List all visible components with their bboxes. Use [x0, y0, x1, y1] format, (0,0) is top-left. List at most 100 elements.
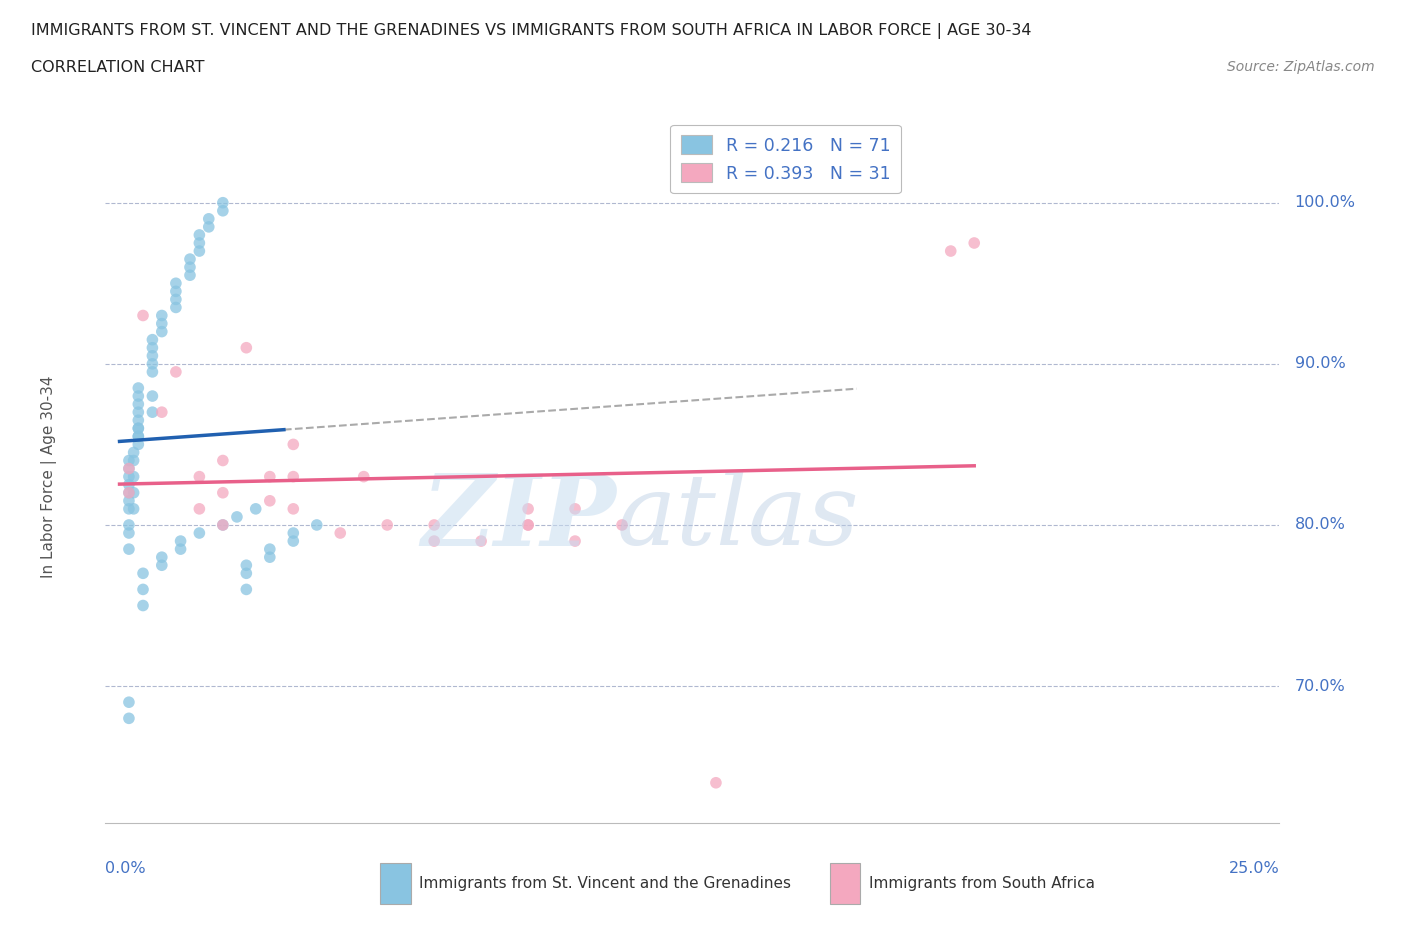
Point — [704, 776, 727, 790]
Point — [517, 517, 540, 532]
Point — [150, 405, 173, 419]
Point — [127, 405, 149, 419]
Point — [211, 517, 233, 532]
Text: 80.0%: 80.0% — [1295, 517, 1346, 533]
Text: 90.0%: 90.0% — [1295, 356, 1346, 371]
Point — [963, 235, 986, 250]
Point — [118, 517, 141, 532]
Point — [423, 517, 446, 532]
Point — [118, 485, 141, 500]
Point — [188, 228, 211, 243]
Point — [179, 259, 201, 274]
Point — [118, 711, 141, 725]
Point — [564, 534, 586, 549]
Point — [127, 421, 149, 436]
Point — [235, 558, 257, 573]
Text: IMMIGRANTS FROM ST. VINCENT AND THE GRENADINES VS IMMIGRANTS FROM SOUTH AFRICA I: IMMIGRANTS FROM ST. VINCENT AND THE GREN… — [31, 23, 1032, 39]
Point — [141, 389, 163, 404]
Text: 0.0%: 0.0% — [105, 861, 146, 876]
FancyBboxPatch shape — [380, 863, 411, 904]
Point — [245, 501, 267, 516]
Point — [179, 268, 201, 283]
Point — [118, 461, 141, 476]
Point — [610, 517, 633, 532]
Point — [150, 308, 173, 323]
Point — [375, 517, 398, 532]
Point — [283, 525, 305, 540]
Point — [118, 470, 141, 485]
Point — [235, 340, 257, 355]
Point — [118, 461, 141, 476]
Text: Source: ZipAtlas.com: Source: ZipAtlas.com — [1227, 60, 1375, 74]
Point — [259, 470, 281, 485]
Point — [141, 356, 163, 371]
Point — [169, 534, 191, 549]
Point — [127, 429, 149, 444]
Legend: R = 0.216   N = 71, R = 0.393   N = 31: R = 0.216 N = 71, R = 0.393 N = 31 — [671, 125, 901, 193]
Point — [283, 534, 305, 549]
Point — [127, 380, 149, 395]
Text: CORRELATION CHART: CORRELATION CHART — [31, 60, 204, 75]
Point — [118, 453, 141, 468]
Point — [259, 493, 281, 508]
Point — [564, 501, 586, 516]
Point — [235, 582, 257, 597]
Point — [118, 485, 141, 500]
Point — [122, 485, 145, 500]
Point — [353, 470, 375, 485]
Point — [127, 437, 149, 452]
Point — [188, 525, 211, 540]
Point — [423, 534, 446, 549]
FancyBboxPatch shape — [830, 863, 860, 904]
Point — [122, 470, 145, 485]
Point — [211, 204, 233, 219]
Point — [127, 389, 149, 404]
Point — [165, 292, 187, 307]
Point — [211, 453, 233, 468]
Point — [188, 470, 211, 485]
Point — [141, 349, 163, 364]
Point — [150, 550, 173, 565]
Point — [127, 429, 149, 444]
Point — [939, 244, 962, 259]
Text: In Labor Force | Age 30-34: In Labor Force | Age 30-34 — [41, 376, 58, 578]
Point — [517, 517, 540, 532]
Point — [470, 534, 492, 549]
Text: atlas: atlas — [616, 471, 859, 565]
Text: 100.0%: 100.0% — [1295, 195, 1355, 210]
Point — [211, 195, 233, 210]
Point — [188, 244, 211, 259]
Point — [211, 517, 233, 532]
Point — [132, 598, 155, 613]
Point — [259, 541, 281, 556]
Point — [118, 501, 141, 516]
Point — [517, 501, 540, 516]
Point — [118, 525, 141, 540]
Point — [169, 541, 191, 556]
Point — [132, 565, 155, 580]
Point — [165, 300, 187, 315]
Point — [150, 325, 173, 339]
Point — [132, 582, 155, 597]
Point — [197, 211, 219, 226]
Point — [122, 445, 145, 460]
Point — [235, 565, 257, 580]
Point — [283, 470, 305, 485]
Point — [211, 485, 233, 500]
Point — [127, 421, 149, 436]
Text: ZIP: ZIP — [422, 470, 616, 566]
Point — [118, 493, 141, 508]
Point — [329, 525, 352, 540]
Point — [226, 510, 249, 525]
Point — [150, 558, 173, 573]
Point — [179, 252, 201, 267]
Point — [283, 437, 305, 452]
Point — [188, 501, 211, 516]
Point — [122, 453, 145, 468]
Point — [283, 501, 305, 516]
Point — [118, 541, 141, 556]
Text: 25.0%: 25.0% — [1229, 861, 1279, 876]
Point — [141, 365, 163, 379]
Point — [259, 550, 281, 565]
Point — [165, 276, 187, 291]
